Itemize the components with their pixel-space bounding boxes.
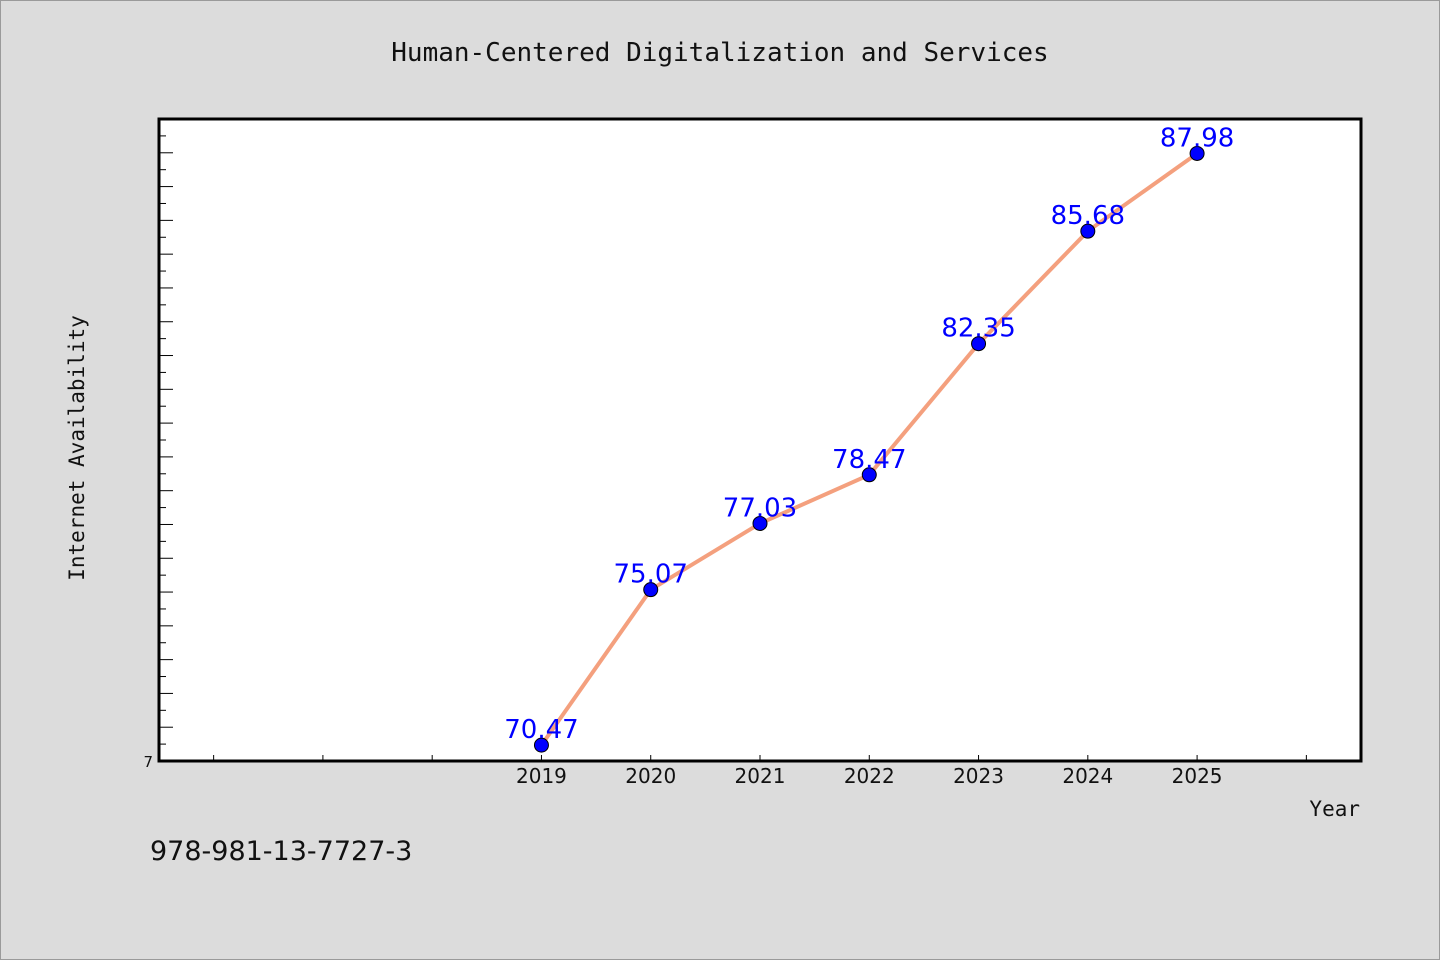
data-point bbox=[752, 515, 768, 531]
data-label: 70.47 bbox=[504, 715, 578, 745]
data-point bbox=[1080, 223, 1096, 239]
isbn-text: 978-981-13-7727-3 bbox=[150, 836, 413, 867]
y-tick-label: 7 bbox=[143, 753, 153, 771]
data-point bbox=[861, 467, 877, 483]
y-axis-label: Internet Availability bbox=[65, 315, 89, 581]
y-tick-labels: 7 bbox=[143, 753, 153, 771]
x-tick-labels: 2019 2020 2021 2022 2023 2024 2025 bbox=[516, 764, 1223, 788]
plot-area bbox=[157, 117, 1363, 763]
data-labels: 70.47 75.07 77.03 78.47 82.35 85.68 87.98 bbox=[504, 123, 1234, 745]
data-label: 78.47 bbox=[832, 445, 906, 475]
x-tick-label: 2020 bbox=[625, 764, 676, 788]
x-tick-label: 2023 bbox=[953, 764, 1004, 788]
x-axis-label: Year bbox=[1309, 797, 1360, 821]
data-markers bbox=[533, 145, 1205, 753]
data-point bbox=[533, 737, 549, 753]
x-tick-label: 2019 bbox=[516, 764, 567, 788]
data-point bbox=[971, 336, 987, 352]
data-point bbox=[643, 582, 659, 598]
x-tick-label: 2024 bbox=[1062, 764, 1113, 788]
chart-title: Human-Centered Digitalization and Servic… bbox=[391, 38, 1048, 68]
data-label: 77.03 bbox=[723, 493, 797, 523]
x-tick-label: 2021 bbox=[735, 764, 786, 788]
data-point bbox=[1189, 145, 1205, 161]
data-label: 82.35 bbox=[941, 314, 1015, 344]
x-tick-label: 2025 bbox=[1172, 764, 1223, 788]
data-label: 85.68 bbox=[1051, 201, 1125, 231]
data-label: 75.07 bbox=[614, 560, 688, 590]
axis-ticks bbox=[159, 135, 1307, 761]
data-label: 87.98 bbox=[1160, 123, 1234, 153]
x-tick-label: 2022 bbox=[844, 764, 895, 788]
